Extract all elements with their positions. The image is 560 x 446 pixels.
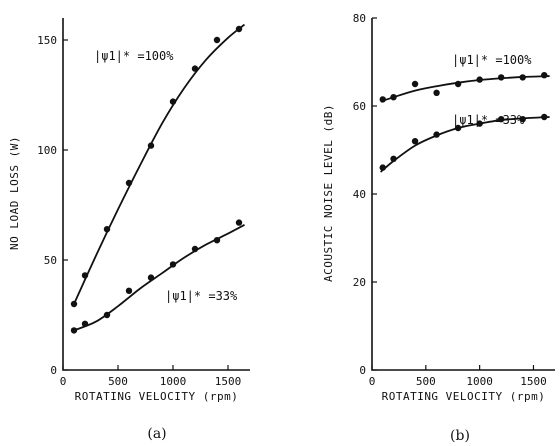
x-tick-label: 500 [416,375,436,388]
data-point [379,164,386,171]
x-axis-label: ROTATING VELOCITY (rpm) [75,390,239,403]
y-tick-label: 40 [353,188,366,201]
data-point [433,131,440,138]
data-point [81,272,89,279]
data-point [213,237,221,244]
panel-caption: (a) [147,426,166,442]
data-point [390,94,397,101]
data-point [191,65,199,72]
series-annotation: |ψ1|* =33% [165,289,238,303]
x-axis-label: ROTATING VELOCITY (rpm) [382,390,546,403]
data-point [103,311,111,319]
x-tick-label: 1500 [520,375,547,388]
x-tick-label: 0 [60,375,67,388]
y-tick-label: 0 [50,364,57,377]
data-point [390,155,397,162]
data-point [433,89,440,97]
data-point [379,96,386,103]
data-point [125,287,133,294]
data-point [497,116,505,123]
y-tick-label: 80 [353,12,366,25]
series-annotation: |ψ1|* =100% [452,53,532,67]
data-point [169,98,177,105]
data-point [519,74,526,81]
data-point [213,36,221,44]
panel-caption: (b) [450,428,470,444]
panel-b: 0 500 1000 1500 0 20 40 60 80 ROTATING VELOCITY (… [322,12,555,444]
y-tick-label: 60 [353,100,366,113]
data-point [476,76,483,83]
y-tick-label: 0 [359,364,366,377]
y-axis-label: NO LOAD LOSS (W) [8,136,21,250]
data-point [147,142,155,149]
fit-curve [73,224,245,332]
y-tick-label: 50 [44,254,57,267]
data-point [235,219,243,226]
axis-lines [62,18,250,371]
fit-curve [73,23,246,305]
x-tick-label: 1000 [160,375,187,388]
x-tick-label: 0 [369,375,376,388]
data-point [169,261,177,268]
data-point [70,300,78,308]
data-point [125,179,133,187]
x-tick-label: 1000 [466,375,493,388]
series-annotation: |ψ1|* =33% [452,113,525,127]
panel-a: 0 500 1000 1500 0 50 100 150 ROTATING VELOCITY (… [8,18,250,442]
data-point [454,124,462,132]
data-point [235,25,243,33]
axis-lines [371,18,555,371]
y-axis-label: ACOUSTIC NOISE LEVEL (dB) [322,104,335,282]
data-point [497,74,505,81]
x-tick-label: 500 [108,375,128,388]
y-tick-label: 20 [353,276,366,289]
y-tick-label: 100 [37,144,57,157]
data-point [519,116,526,123]
data-point [541,72,548,79]
data-point [541,113,548,121]
x-tick-label: 1500 [215,375,242,388]
data-point [454,80,462,88]
data-point [411,80,419,88]
y-tick-label: 150 [37,34,57,47]
data-point [81,320,89,327]
data-point [411,138,419,145]
data-point [476,120,483,127]
data-point [147,274,155,281]
series-annotation: |ψ1|* =100% [94,49,174,63]
data-point [70,327,78,334]
data-point [191,245,199,253]
data-point [103,226,111,233]
